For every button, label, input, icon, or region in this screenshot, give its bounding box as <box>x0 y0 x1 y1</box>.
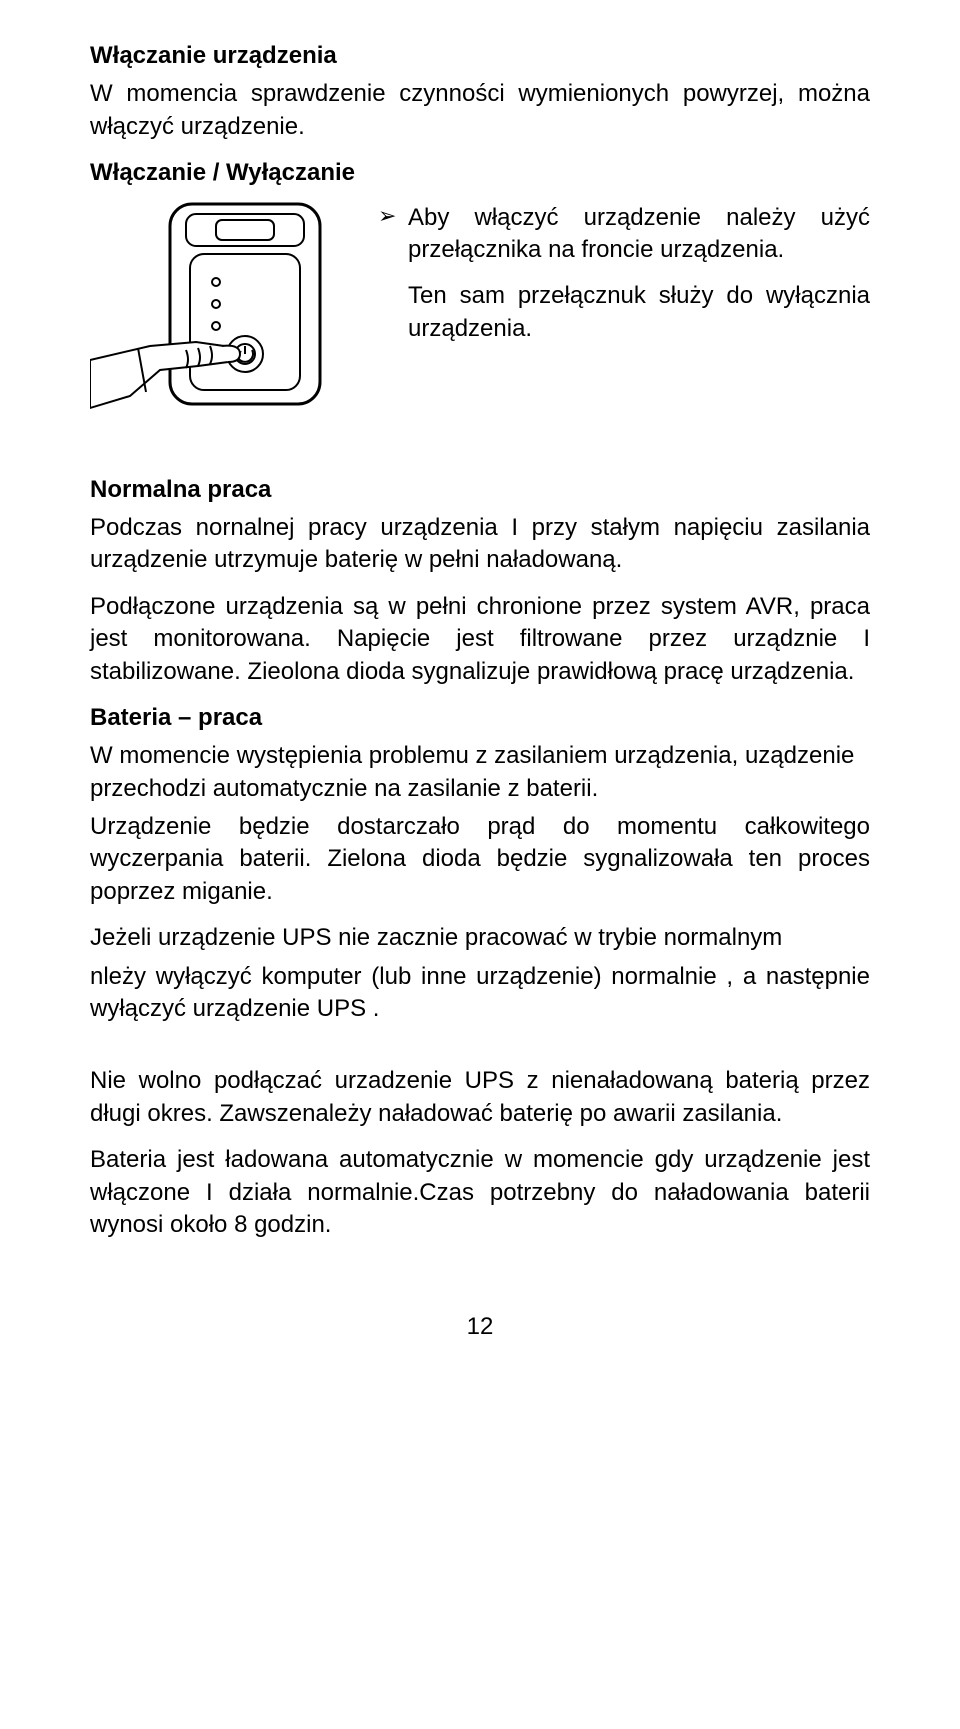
heading-on-off: Włączanie / Wyłączanie <box>90 157 870 189</box>
bullet-item: ➢ Aby włączyć urządzenie należy użyć prz… <box>378 202 870 267</box>
para-power-on: W momencia sprawdzenie czynności wymieni… <box>90 78 870 143</box>
para-battery-6: Bateria jest ładowana automatycznie w mo… <box>90 1144 870 1241</box>
ups-illustration <box>90 196 350 416</box>
heading-power-on: Włączanie urządzenia <box>90 40 870 72</box>
para-battery-2: Urządzenie będzie dostarczało prąd do mo… <box>90 811 870 908</box>
heading-normal: Normalna praca <box>90 474 870 506</box>
bullet-text: Aby włączyć urządzenie należy użyć przeł… <box>408 202 870 267</box>
para-battery-3: Jeżeli urządzenie UPS nie zacznie pracow… <box>90 922 870 954</box>
ups-svg <box>90 196 350 416</box>
para-battery-5: Nie wolno podłączać urzadzenie UPS z nie… <box>90 1065 870 1130</box>
bullet-icon: ➢ <box>378 202 398 267</box>
para-battery-4: nleży wyłączyć komputer (lub inne urządz… <box>90 961 870 1026</box>
para-normal-1: Podczas nornalnej pracy urządzenia I prz… <box>90 512 870 577</box>
heading-battery: Bateria – praca <box>90 702 870 734</box>
bullet-block: ➢ Aby włączyć urządzenie należy użyć prz… <box>378 196 870 346</box>
on-off-row: ➢ Aby włączyć urządzenie należy użyć prz… <box>90 196 870 416</box>
para-battery-1: W momencie występienia problemu z zasila… <box>90 740 870 805</box>
page-number: 12 <box>90 1311 870 1343</box>
para-normal-2: Podłączone urządzenia są w pełni chronio… <box>90 591 870 688</box>
bullet-cont: Ten sam przełącznuk służy do wyłącznia u… <box>408 280 870 345</box>
